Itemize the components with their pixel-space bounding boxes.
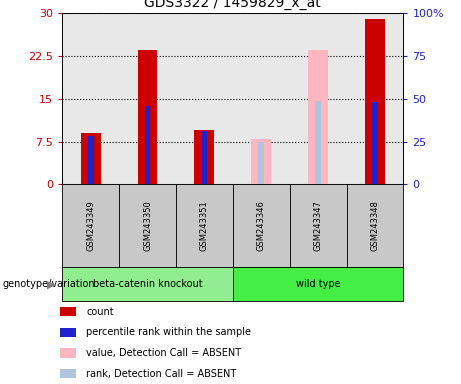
Text: GSM243346: GSM243346: [257, 200, 266, 251]
Bar: [201, 131, 207, 184]
Bar: [60, 307, 76, 316]
Bar: [81, 133, 100, 184]
Text: wild type: wild type: [296, 279, 340, 289]
Bar: [233, 267, 403, 301]
Bar: [145, 106, 150, 184]
Text: value, Detection Call = ABSENT: value, Detection Call = ABSENT: [86, 348, 242, 358]
Text: GSM243350: GSM243350: [143, 200, 152, 251]
Bar: [365, 19, 385, 184]
Text: GSM243348: GSM243348: [371, 200, 379, 251]
Bar: [315, 101, 321, 184]
Bar: [60, 369, 76, 378]
Bar: [62, 184, 119, 267]
Text: rank, Detection Call = ABSENT: rank, Detection Call = ABSENT: [86, 369, 236, 379]
Bar: [372, 102, 378, 184]
Bar: [290, 184, 347, 267]
Bar: [88, 136, 94, 184]
Title: GDS3322 / 1459829_x_at: GDS3322 / 1459829_x_at: [144, 0, 321, 10]
Bar: [258, 142, 264, 184]
Bar: [176, 184, 233, 267]
Bar: [60, 328, 76, 337]
Bar: [60, 348, 76, 358]
Text: ▶: ▶: [47, 279, 55, 289]
Bar: [347, 184, 403, 267]
Text: beta-catenin knockout: beta-catenin knockout: [93, 279, 202, 289]
Text: GSM243351: GSM243351: [200, 200, 209, 251]
Bar: [62, 267, 233, 301]
Bar: [233, 184, 290, 267]
Text: GSM243347: GSM243347: [313, 200, 323, 251]
Bar: [251, 139, 271, 184]
Bar: [137, 50, 158, 184]
Bar: [119, 184, 176, 267]
Text: count: count: [86, 307, 114, 317]
Bar: [195, 130, 214, 184]
Text: genotype/variation: genotype/variation: [2, 279, 95, 289]
Bar: [308, 50, 328, 184]
Text: percentile rank within the sample: percentile rank within the sample: [86, 328, 251, 338]
Text: GSM243349: GSM243349: [86, 200, 95, 251]
